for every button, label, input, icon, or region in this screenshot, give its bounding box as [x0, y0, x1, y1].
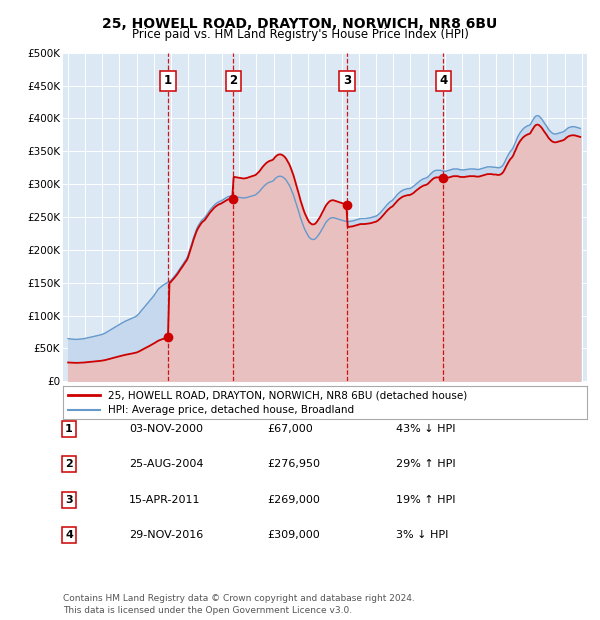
Text: 25, HOWELL ROAD, DRAYTON, NORWICH, NR8 6BU (detached house): 25, HOWELL ROAD, DRAYTON, NORWICH, NR8 6… — [107, 390, 467, 401]
Text: 3: 3 — [65, 495, 73, 505]
Text: 25, HOWELL ROAD, DRAYTON, NORWICH, NR8 6BU: 25, HOWELL ROAD, DRAYTON, NORWICH, NR8 6… — [103, 17, 497, 30]
Text: 29% ↑ HPI: 29% ↑ HPI — [396, 459, 455, 469]
Text: 25-AUG-2004: 25-AUG-2004 — [129, 459, 203, 469]
Text: £269,000: £269,000 — [267, 495, 320, 505]
Text: Price paid vs. HM Land Registry's House Price Index (HPI): Price paid vs. HM Land Registry's House … — [131, 28, 469, 40]
Text: HPI: Average price, detached house, Broadland: HPI: Average price, detached house, Broa… — [107, 405, 353, 415]
Text: £309,000: £309,000 — [267, 530, 320, 540]
Text: 15-APR-2011: 15-APR-2011 — [129, 495, 200, 505]
Text: 19% ↑ HPI: 19% ↑ HPI — [396, 495, 455, 505]
Text: 4: 4 — [65, 530, 73, 540]
Text: 2: 2 — [229, 74, 238, 87]
Text: 43% ↓ HPI: 43% ↓ HPI — [396, 424, 455, 434]
Text: 2: 2 — [65, 459, 73, 469]
Text: 4: 4 — [439, 74, 448, 87]
Text: 1: 1 — [164, 74, 172, 87]
Text: 29-NOV-2016: 29-NOV-2016 — [129, 530, 203, 540]
Text: £67,000: £67,000 — [267, 424, 313, 434]
Text: 3: 3 — [343, 74, 351, 87]
Text: 03-NOV-2000: 03-NOV-2000 — [129, 424, 203, 434]
Text: 1: 1 — [65, 424, 73, 434]
Text: 3% ↓ HPI: 3% ↓ HPI — [396, 530, 448, 540]
Text: Contains HM Land Registry data © Crown copyright and database right 2024.
This d: Contains HM Land Registry data © Crown c… — [63, 594, 415, 615]
Text: £276,950: £276,950 — [267, 459, 320, 469]
